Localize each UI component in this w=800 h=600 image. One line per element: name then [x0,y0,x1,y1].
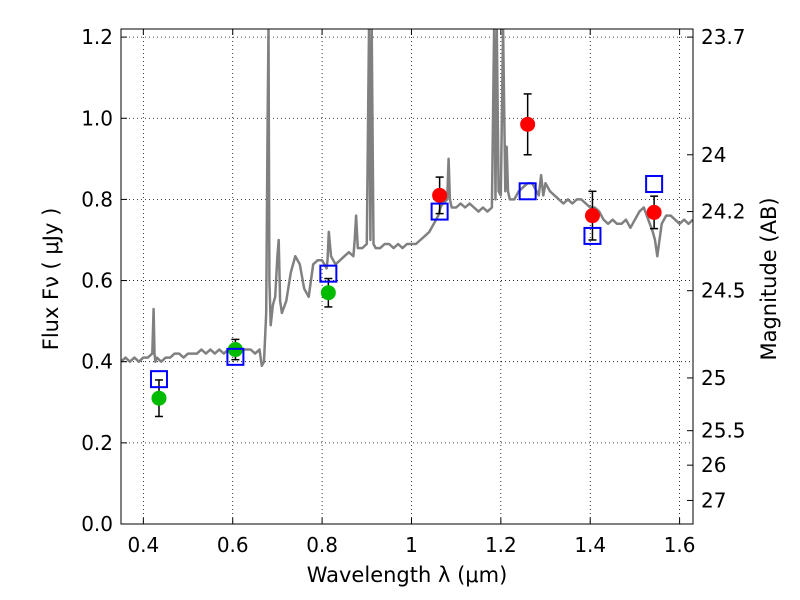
nir-data-point [520,116,536,132]
right-axis-label: Magnitude (AB) [757,197,781,360]
spectrum-line [121,29,693,368]
optical-data-point [151,390,167,406]
x-tick-label: 1.2 [485,533,517,557]
right-tick-label: 23.7 [701,25,746,49]
x-tick-label: 1 [405,533,418,557]
y-tick-label: 0.2 [81,431,113,455]
optical-data-point [320,285,336,301]
right-tick-label: 25 [701,366,726,390]
nir-data-point [646,204,662,220]
model-square [583,226,602,245]
y-axis-label: Flux Fν ( μJy ) [39,208,63,351]
x-tick-label: 0.8 [306,533,338,557]
x-tick-label: 0.6 [217,533,249,557]
series-layer [121,29,693,368]
markers-layer [149,93,664,418]
right-tick-label: 25.5 [701,419,746,443]
model-square [319,264,338,283]
y-tick-label: 0.8 [81,187,113,211]
model-square [518,182,537,201]
nir-data-point [584,208,600,224]
plot-background [121,29,693,524]
model-square [430,202,449,221]
right-tick-label: 24.2 [701,200,746,224]
x-tick-label: 1.6 [664,533,696,557]
y-tick-label: 0.6 [81,269,113,293]
model-square [645,174,664,193]
x-axis-label: Wavelength λ (μm) [307,563,508,587]
model-square [226,347,245,366]
right-tick-label: 26 [701,453,726,477]
right-tick-label: 24 [701,143,726,167]
model-square [149,370,168,389]
y-tick-label: 0.0 [81,512,113,536]
ticks-layer: 0.4 0.6 0.8 1 1.2 1.4 1.6 0.0 0.2 0.4 0.6 0.8 1.0 1.2… [81,25,745,557]
x-tick-label: 0.4 [127,533,159,557]
y-tick-label: 0.4 [81,350,113,374]
right-tick-label: 24.5 [701,279,746,303]
y-tick-label: 1.2 [81,25,113,49]
right-tick-label: 27 [701,488,726,512]
plot-frame [120,28,694,525]
nir-data-point [432,187,448,203]
y-tick-label: 1.0 [81,106,113,130]
x-tick-label: 1.4 [574,533,606,557]
